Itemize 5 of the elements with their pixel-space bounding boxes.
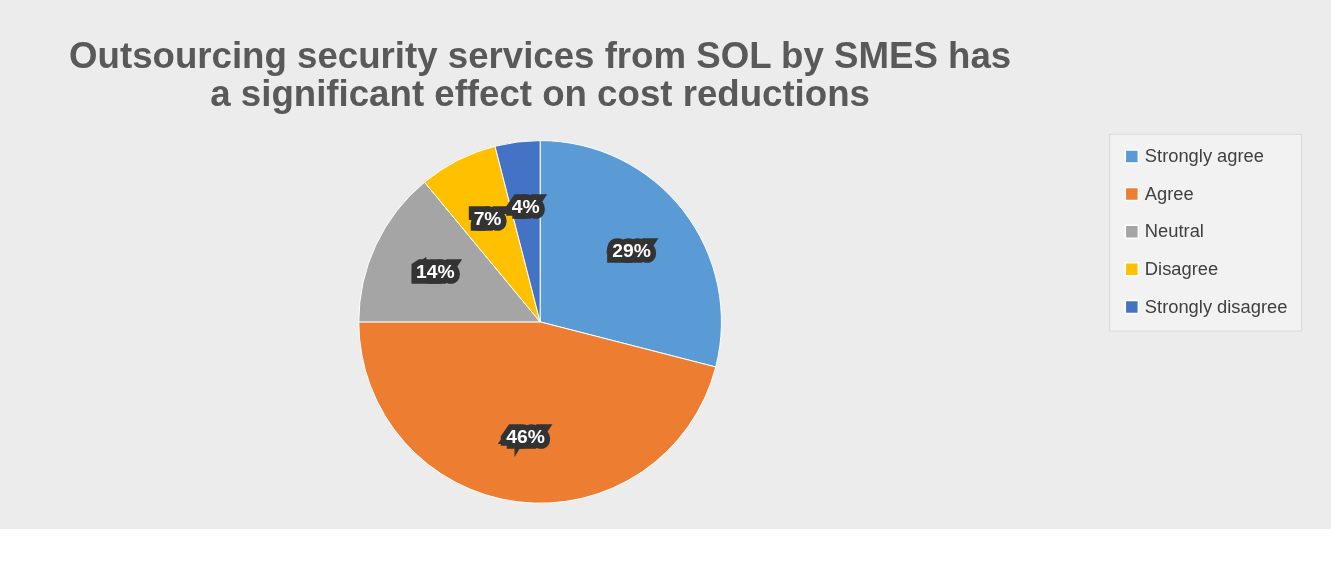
legend-label: Neutral	[1144, 220, 1204, 242]
legend-label: Strongly agree	[1144, 145, 1264, 167]
legend-label: Disagree	[1144, 258, 1219, 280]
legend-label: Strongly disagree	[1144, 295, 1288, 317]
legend-label: Agree	[1144, 182, 1194, 204]
